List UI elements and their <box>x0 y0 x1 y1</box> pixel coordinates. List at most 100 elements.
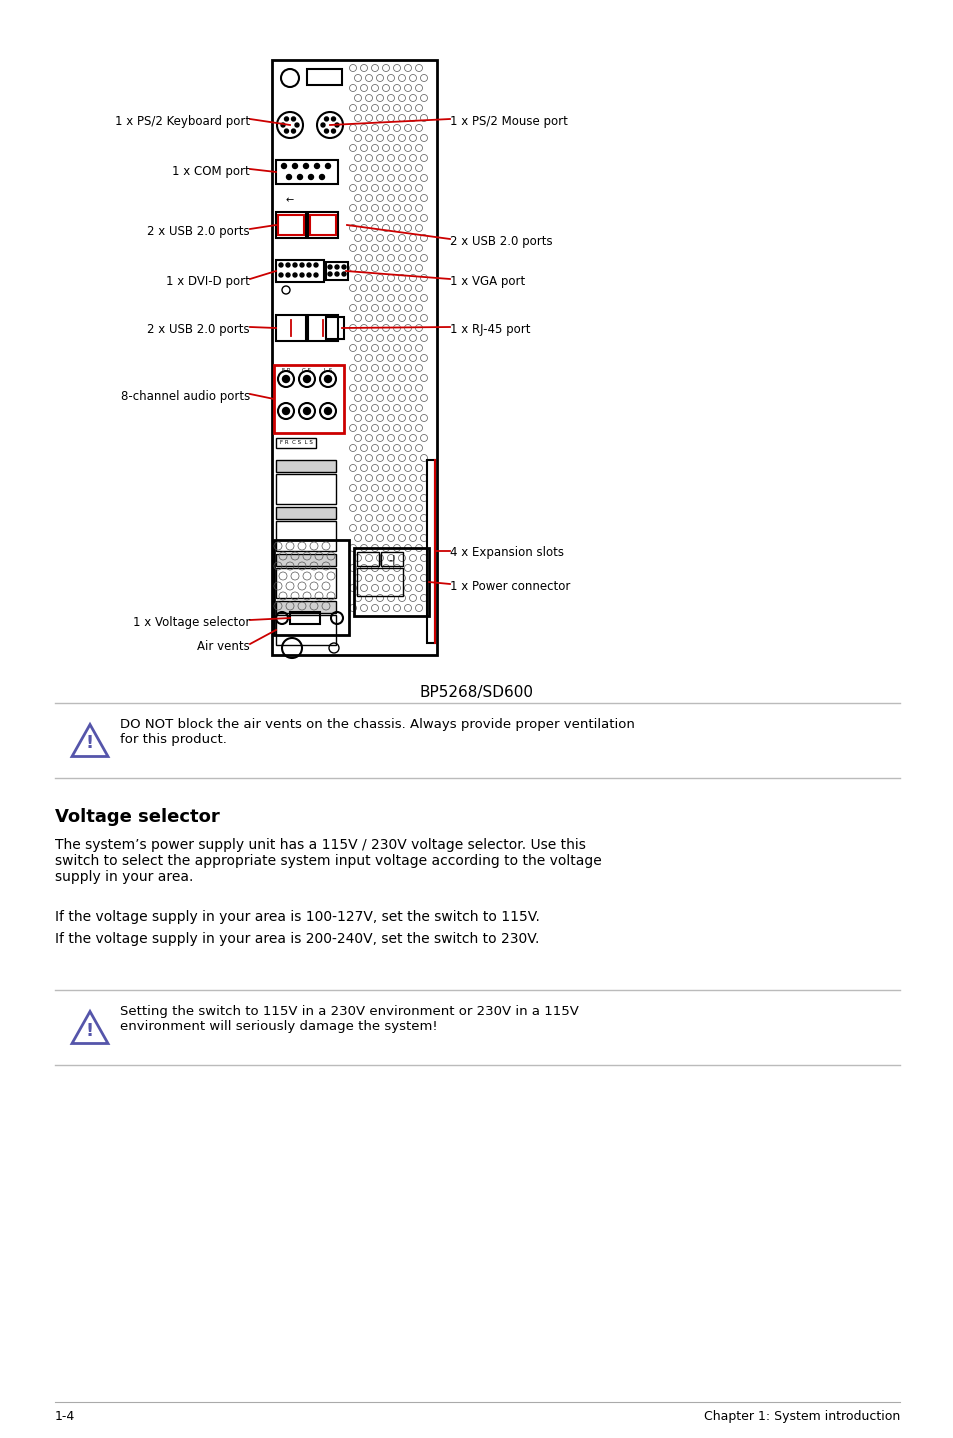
Circle shape <box>303 375 310 383</box>
Text: ←: ← <box>286 196 294 206</box>
Circle shape <box>324 129 328 134</box>
Circle shape <box>307 273 311 278</box>
Bar <box>354 548 429 615</box>
Bar <box>356 568 402 595</box>
Text: 1 x COM port: 1 x COM port <box>172 165 250 178</box>
Bar <box>277 216 304 234</box>
Bar <box>275 554 335 567</box>
Text: BP5268/SD600: BP5268/SD600 <box>419 684 534 700</box>
Circle shape <box>281 124 285 127</box>
Bar <box>326 262 348 280</box>
Bar <box>272 60 436 654</box>
Circle shape <box>314 263 317 267</box>
Text: F R: F R <box>281 368 290 372</box>
Circle shape <box>299 273 304 278</box>
Bar <box>275 439 315 449</box>
Circle shape <box>335 124 338 127</box>
Circle shape <box>297 174 302 180</box>
Bar <box>275 315 306 341</box>
Bar <box>275 601 335 613</box>
Text: 2 x USB 2.0 ports: 2 x USB 2.0 ports <box>147 324 250 336</box>
Text: 4 x Expansion slots: 4 x Expansion slots <box>450 546 563 559</box>
Circle shape <box>293 164 297 168</box>
Bar <box>275 260 324 282</box>
Bar <box>274 365 344 433</box>
Circle shape <box>284 129 288 134</box>
Circle shape <box>325 164 330 168</box>
Circle shape <box>335 272 338 276</box>
Circle shape <box>303 407 310 414</box>
Circle shape <box>341 265 346 269</box>
Text: If the voltage supply in your area is 100-127V, set the switch to 115V.: If the voltage supply in your area is 10… <box>55 910 539 925</box>
Circle shape <box>324 375 331 383</box>
Circle shape <box>294 124 298 127</box>
Text: 1 x Power connector: 1 x Power connector <box>450 580 570 592</box>
Text: L S: L S <box>323 368 332 372</box>
Circle shape <box>282 375 289 383</box>
Bar <box>326 316 344 339</box>
Text: 2 x USB 2.0 ports: 2 x USB 2.0 ports <box>147 224 250 239</box>
Circle shape <box>324 116 328 121</box>
Text: Air vents: Air vents <box>197 640 250 653</box>
Circle shape <box>286 263 290 267</box>
Bar <box>290 613 319 624</box>
Text: 1 x DVI-D port: 1 x DVI-D port <box>166 275 250 288</box>
Circle shape <box>292 129 295 134</box>
Text: 1-4: 1-4 <box>55 1411 75 1424</box>
Circle shape <box>331 116 335 121</box>
Circle shape <box>335 265 338 269</box>
Bar <box>275 211 306 239</box>
Circle shape <box>278 263 283 267</box>
Circle shape <box>314 164 319 168</box>
Bar <box>380 552 402 567</box>
Text: If the voltage supply in your area is 200-240V, set the switch to 230V.: If the voltage supply in your area is 20… <box>55 932 538 946</box>
Text: !: ! <box>86 735 94 752</box>
Bar <box>275 475 335 503</box>
Circle shape <box>284 116 288 121</box>
Circle shape <box>281 164 286 168</box>
Bar <box>275 615 335 646</box>
Circle shape <box>303 164 308 168</box>
Text: 1 x Voltage selector: 1 x Voltage selector <box>132 615 250 628</box>
Bar <box>275 568 335 598</box>
Bar <box>308 315 337 341</box>
Bar <box>356 552 378 567</box>
Circle shape <box>286 174 292 180</box>
Circle shape <box>286 273 290 278</box>
Circle shape <box>299 263 304 267</box>
Circle shape <box>331 129 335 134</box>
Bar <box>427 460 435 643</box>
Circle shape <box>328 272 332 276</box>
Bar <box>307 69 341 85</box>
Circle shape <box>293 263 296 267</box>
Text: C S: C S <box>302 368 312 372</box>
Circle shape <box>278 273 283 278</box>
Circle shape <box>293 273 296 278</box>
Bar <box>275 160 337 184</box>
Text: |: | <box>377 555 381 565</box>
Text: !: ! <box>86 1021 94 1040</box>
Circle shape <box>319 174 324 180</box>
Circle shape <box>308 174 314 180</box>
Bar <box>274 541 349 636</box>
Text: 1 x VGA port: 1 x VGA port <box>450 275 525 288</box>
Bar <box>310 216 335 234</box>
Circle shape <box>307 263 311 267</box>
Text: 1 x RJ-45 port: 1 x RJ-45 port <box>450 324 530 336</box>
Bar <box>275 460 335 472</box>
Circle shape <box>282 407 289 414</box>
Circle shape <box>292 116 295 121</box>
Text: DO NOT block the air vents on the chassis. Always provide proper ventilation
for: DO NOT block the air vents on the chassi… <box>120 718 634 746</box>
Text: F R  C S  L S: F R C S L S <box>280 440 313 444</box>
Bar <box>308 211 337 239</box>
Text: Chapter 1: System introduction: Chapter 1: System introduction <box>703 1411 899 1424</box>
Bar <box>275 521 335 551</box>
Text: 8-channel audio ports: 8-channel audio ports <box>121 390 250 403</box>
Circle shape <box>341 272 346 276</box>
Text: -|: -| <box>388 555 395 565</box>
Text: Setting the switch to 115V in a 230V environment or 230V in a 115V
environment w: Setting the switch to 115V in a 230V env… <box>120 1005 578 1032</box>
Circle shape <box>328 265 332 269</box>
Text: 2 x USB 2.0 ports: 2 x USB 2.0 ports <box>450 234 552 247</box>
Text: The system’s power supply unit has a 115V / 230V voltage selector. Use this
swit: The system’s power supply unit has a 115… <box>55 838 601 884</box>
Circle shape <box>320 124 325 127</box>
